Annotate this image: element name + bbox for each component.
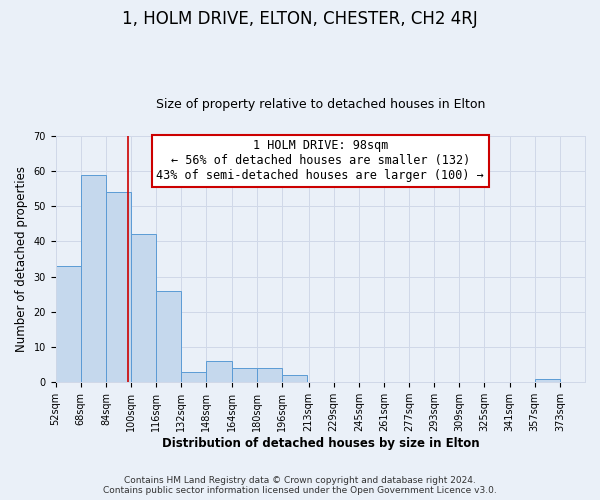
Bar	[535, 378, 560, 382]
Text: Contains HM Land Registry data © Crown copyright and database right 2024.
Contai: Contains HM Land Registry data © Crown c…	[103, 476, 497, 495]
Bar	[106, 192, 131, 382]
Bar	[282, 375, 307, 382]
Text: 1 HOLM DRIVE: 98sqm
← 56% of detached houses are smaller (132)
43% of semi-detac: 1 HOLM DRIVE: 98sqm ← 56% of detached ho…	[157, 140, 484, 182]
Bar	[156, 290, 181, 382]
Bar	[181, 372, 206, 382]
Y-axis label: Number of detached properties: Number of detached properties	[15, 166, 28, 352]
Bar	[56, 266, 81, 382]
Bar	[232, 368, 257, 382]
X-axis label: Distribution of detached houses by size in Elton: Distribution of detached houses by size …	[161, 437, 479, 450]
Title: Size of property relative to detached houses in Elton: Size of property relative to detached ho…	[155, 98, 485, 111]
Text: 1, HOLM DRIVE, ELTON, CHESTER, CH2 4RJ: 1, HOLM DRIVE, ELTON, CHESTER, CH2 4RJ	[122, 10, 478, 28]
Bar	[257, 368, 282, 382]
Bar	[206, 361, 232, 382]
Bar	[131, 234, 156, 382]
Bar	[81, 174, 106, 382]
